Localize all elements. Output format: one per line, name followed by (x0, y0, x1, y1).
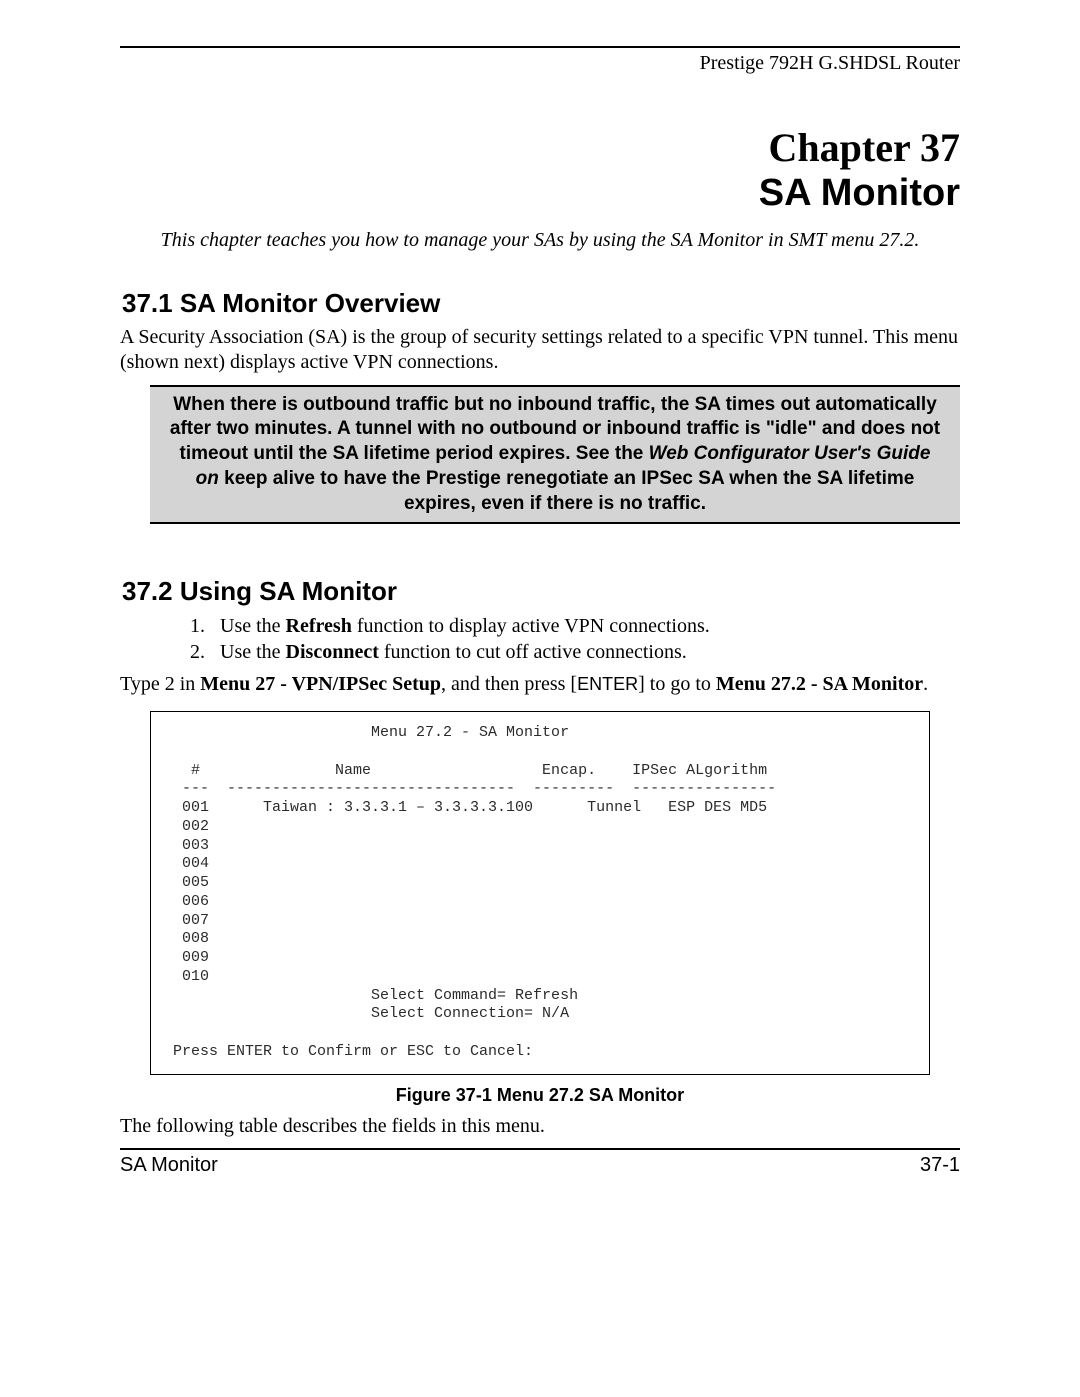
footer-right: 37-1 (920, 1154, 960, 1177)
section-1-heading: 37.1 SA Monitor Overview (120, 288, 960, 319)
instr-e: Menu 27.2 - SA Monitor (716, 673, 923, 695)
chapter-label: Chapter 37 (120, 125, 960, 171)
instr-b: Menu 27 - VPN/IPSec Setup (200, 673, 441, 695)
note-text-2: keep alive to have the Prestige renegoti… (219, 468, 915, 514)
step-2: Use the Disconnect function to cut off a… (210, 639, 960, 665)
term-row-6: 007 (173, 912, 209, 929)
terminal-wrap: Menu 27.2 - SA Monitor # Name Encap. IPS… (150, 711, 930, 1075)
header-product: Prestige 792H G.SHDSL Router (120, 52, 960, 75)
step-2-c: function to cut off active connections. (379, 641, 687, 663)
terminal-screen: Menu 27.2 - SA Monitor # Name Encap. IPS… (150, 711, 930, 1075)
instr-d: ] to go to (638, 673, 716, 695)
step-1-c: function to display active VPN connectio… (352, 615, 710, 637)
note-box: When there is outbound traffic but no in… (150, 385, 960, 524)
term-row-3: 004 (173, 855, 209, 872)
term-row-4: 005 (173, 874, 209, 891)
term-title: Menu 27.2 - SA Monitor (173, 724, 569, 741)
step-2-a: Use the (220, 641, 286, 663)
chapter-intro: This chapter teaches you how to manage y… (120, 229, 960, 252)
footer: SA Monitor 37-1 (120, 1148, 960, 1177)
header-rule (120, 46, 960, 48)
term-footer: Press ENTER to Confirm or ESC to Cancel: (173, 1043, 533, 1060)
step-2-b: Disconnect (286, 641, 379, 663)
instruction-line: Type 2 in Menu 27 - VPN/IPSec Setup, and… (120, 671, 960, 697)
closing-para: The following table describes the fields… (120, 1114, 960, 1139)
instr-c: , and then press [ (441, 673, 577, 695)
term-cmd1: Select Command= Refresh (173, 987, 578, 1004)
term-row-0: 001 Taiwan : 3.3.3.1 – 3.3.3.3.100 Tunne… (173, 799, 767, 816)
section-2-heading: 37.2 Using SA Monitor (120, 576, 960, 607)
step-1: Use the Refresh function to display acti… (210, 613, 960, 639)
term-hdr: # Name Encap. IPSec ALgorithm (173, 762, 767, 779)
steps-list: Use the Refresh function to display acti… (120, 613, 960, 665)
footer-left: SA Monitor (120, 1154, 218, 1177)
chapter-title: SA Monitor (120, 173, 960, 215)
figure-caption: Figure 37-1 Menu 27.2 SA Monitor (120, 1085, 960, 1106)
term-row-9: 010 (173, 968, 209, 985)
instr-f: . (923, 673, 928, 695)
step-1-b: Refresh (286, 615, 352, 637)
term-sep: --- -------------------------------- ---… (173, 780, 776, 797)
instr-key: ENTER (577, 674, 638, 694)
term-row-7: 008 (173, 930, 209, 947)
instr-a: Type 2 in (120, 673, 200, 695)
page: Prestige 792H G.SHDSL Router Chapter 37 … (0, 0, 1080, 1397)
term-row-8: 009 (173, 949, 209, 966)
term-row-5: 006 (173, 893, 209, 910)
step-1-a: Use the (220, 615, 286, 637)
term-row-2: 003 (173, 837, 209, 854)
section-1-body: A Security Association (SA) is the group… (120, 325, 960, 375)
term-cmd2: Select Connection= N/A (173, 1005, 569, 1022)
footer-rule (120, 1148, 960, 1150)
term-row-1: 002 (173, 818, 209, 835)
